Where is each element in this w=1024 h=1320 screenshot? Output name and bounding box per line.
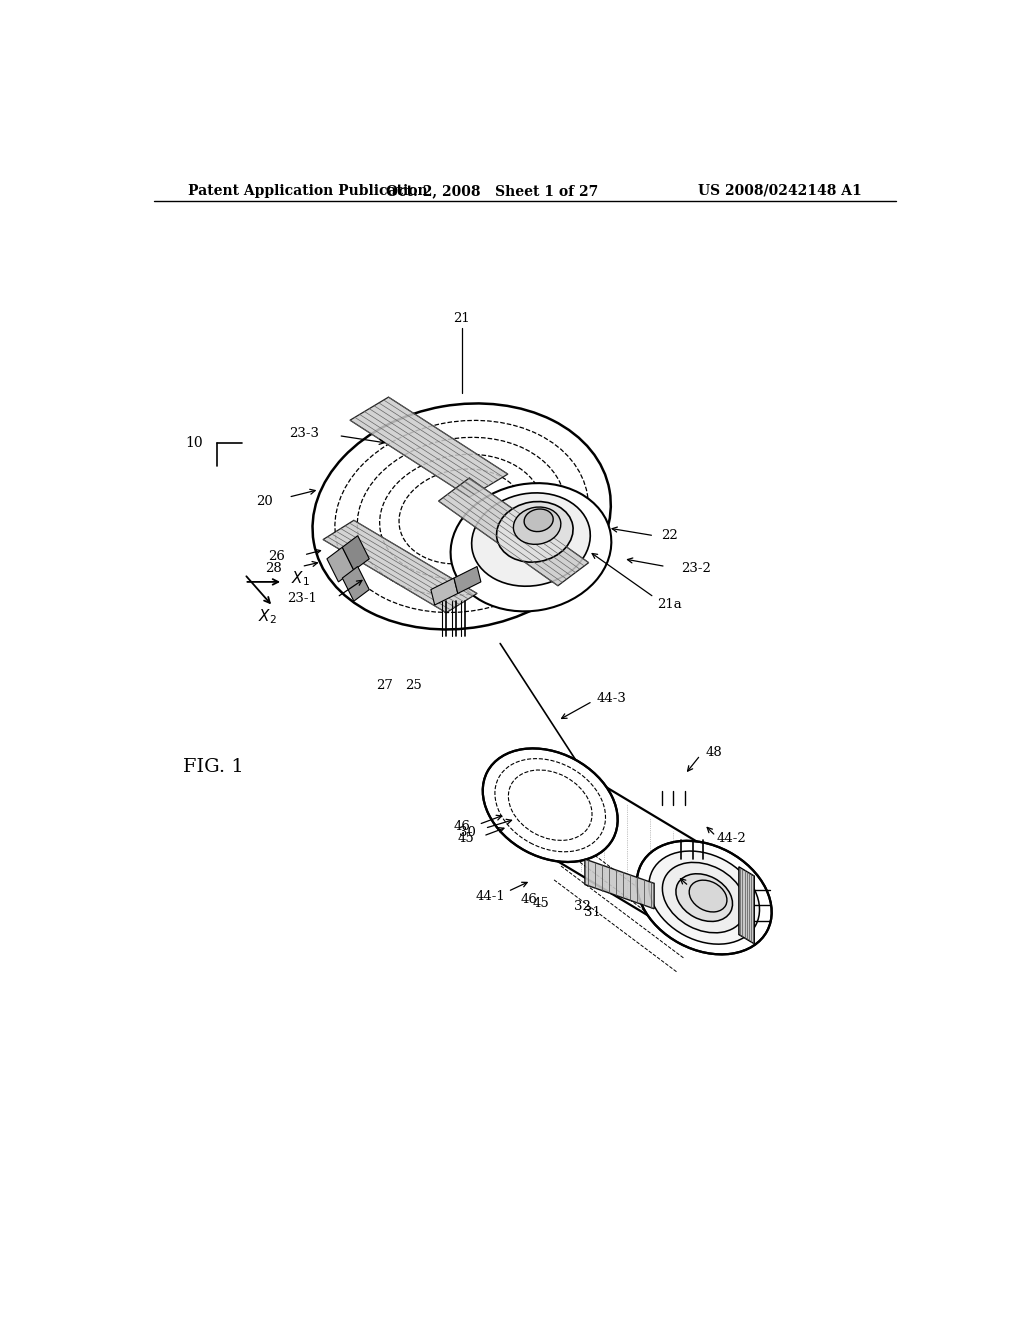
Polygon shape [585, 859, 654, 908]
Polygon shape [454, 566, 481, 594]
Text: 10: 10 [185, 437, 203, 450]
Text: Patent Application Publication: Patent Application Publication [188, 183, 428, 198]
Text: 46: 46 [520, 892, 537, 906]
Ellipse shape [637, 841, 772, 954]
Text: 46: 46 [454, 820, 470, 833]
Polygon shape [431, 578, 458, 605]
Ellipse shape [524, 510, 553, 532]
Text: 21a: 21a [657, 598, 682, 611]
Text: Oct. 2, 2008   Sheet 1 of 27: Oct. 2, 2008 Sheet 1 of 27 [386, 183, 599, 198]
Text: 31: 31 [584, 907, 601, 920]
Polygon shape [739, 867, 755, 944]
Polygon shape [342, 536, 370, 570]
Polygon shape [438, 478, 589, 586]
Text: 47: 47 [694, 883, 711, 896]
Text: 21: 21 [454, 312, 470, 325]
Text: 27: 27 [376, 680, 393, 693]
Text: 45: 45 [458, 832, 475, 845]
Ellipse shape [676, 874, 732, 921]
Polygon shape [327, 548, 354, 582]
Text: 22: 22 [662, 529, 678, 543]
Text: 23-1: 23-1 [287, 593, 316, 606]
Text: 25: 25 [406, 680, 422, 693]
Ellipse shape [663, 862, 746, 933]
Ellipse shape [312, 404, 610, 630]
Text: 44-2: 44-2 [716, 832, 746, 845]
Text: 23-2: 23-2 [681, 562, 711, 576]
Text: 26: 26 [267, 550, 285, 564]
Ellipse shape [513, 507, 561, 544]
Text: 44-1: 44-1 [476, 890, 506, 903]
Ellipse shape [497, 502, 573, 562]
Text: US 2008/0242148 A1: US 2008/0242148 A1 [698, 183, 862, 198]
Ellipse shape [482, 748, 617, 862]
Ellipse shape [689, 880, 727, 912]
Ellipse shape [451, 483, 611, 611]
Polygon shape [342, 566, 370, 601]
Text: 20: 20 [256, 495, 273, 508]
Ellipse shape [472, 492, 590, 586]
Polygon shape [323, 520, 477, 612]
Text: FIG. 1: FIG. 1 [183, 758, 244, 776]
Text: 45: 45 [532, 898, 549, 911]
Text: $X_2$: $X_2$ [258, 607, 278, 626]
Ellipse shape [649, 851, 760, 944]
Text: 30: 30 [460, 825, 476, 838]
Text: 44-3: 44-3 [597, 693, 627, 705]
Text: 28: 28 [265, 561, 282, 574]
Text: 23-3: 23-3 [289, 426, 319, 440]
Text: $X_1$: $X_1$ [291, 569, 309, 589]
Polygon shape [350, 397, 508, 498]
Text: 32: 32 [574, 900, 591, 913]
Text: 48: 48 [706, 746, 723, 759]
Polygon shape [550, 754, 705, 949]
